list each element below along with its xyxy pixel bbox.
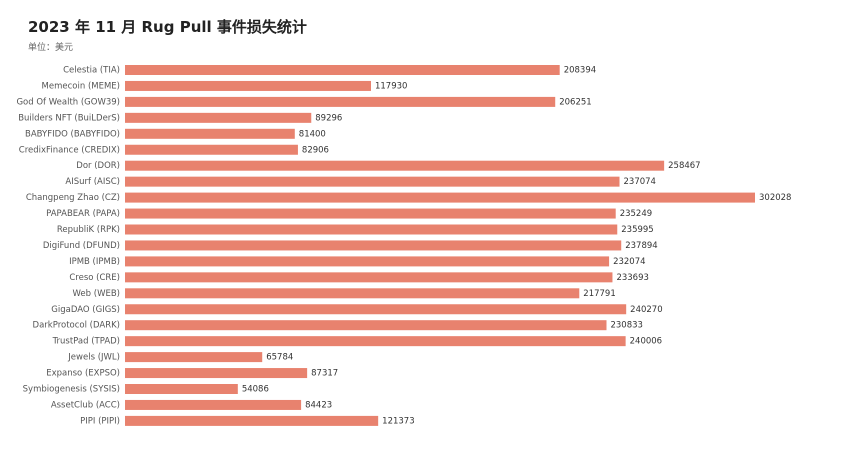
bar: [125, 96, 556, 107]
bar: [125, 208, 616, 219]
value-label: 233693: [616, 273, 648, 283]
bar: [125, 304, 627, 315]
bar: [125, 144, 298, 155]
value-label: 232074: [613, 257, 645, 267]
bar: [125, 352, 263, 363]
bar: [125, 112, 312, 123]
bar: [125, 368, 308, 379]
category-label: AssetClub (ACC): [51, 400, 120, 410]
category-label: BABYFIDO (BABYFIDO): [25, 129, 120, 139]
bar: [125, 399, 302, 410]
value-label: 54086: [242, 385, 269, 395]
bar: [125, 288, 580, 299]
value-label: 121373: [382, 416, 414, 426]
category-label: Web (WEB): [73, 289, 120, 299]
bar: [125, 320, 607, 331]
value-label: 240006: [630, 337, 662, 347]
value-label: 82906: [302, 145, 329, 155]
category-label: Celestia (TIA): [63, 66, 120, 76]
category-label: IPMB (IPMB): [69, 257, 120, 267]
bar: [125, 65, 560, 75]
value-label: 302028: [759, 193, 791, 203]
category-label: GigaDAO (GIGS): [51, 305, 120, 315]
value-label: 217791: [583, 289, 615, 299]
value-label: 240270: [630, 305, 662, 315]
bar: [125, 80, 371, 91]
value-label: 117930: [375, 81, 407, 91]
category-label: Dor (DOR): [76, 161, 120, 171]
value-label: 235995: [621, 225, 653, 235]
value-label: 235249: [620, 209, 652, 219]
value-label: 237074: [624, 177, 656, 187]
value-label: 81400: [299, 129, 326, 139]
value-label: 237894: [625, 241, 657, 251]
bar: [125, 336, 626, 347]
value-label: 208394: [564, 66, 596, 76]
category-label: Changpeng Zhao (CZ): [26, 193, 120, 203]
value-label: 87317: [311, 369, 338, 379]
category-label: Symbiogenesis (SYSIS): [23, 385, 120, 395]
category-label: AISurf (AISC): [65, 177, 120, 187]
bar: [125, 240, 622, 251]
category-label: Creso (CRE): [69, 273, 120, 283]
category-label: Memecoin (MEME): [42, 81, 120, 91]
bar: [125, 176, 620, 187]
chart-title: 2023 年 11 月 Rug Pull 事件损失统计: [28, 18, 307, 36]
category-label: Expanso (EXPSO): [46, 369, 120, 379]
category-label: CredixFinance (CREDIX): [19, 145, 120, 155]
category-label: PAPABEAR (PAPA): [46, 209, 120, 219]
value-label: 206251: [559, 97, 591, 107]
bar: [125, 415, 379, 426]
bar: [125, 256, 610, 267]
value-label: 84423: [305, 400, 332, 410]
category-label: Builders NFT (BuiLDerS): [18, 113, 120, 123]
chart-subtitle: 单位：美元: [28, 43, 74, 53]
bar: [125, 224, 618, 235]
bar: [125, 128, 295, 139]
value-label: 258467: [668, 161, 700, 171]
value-label: 65784: [266, 353, 293, 363]
bar: [125, 192, 755, 203]
bar: [125, 272, 613, 283]
value-label: 89296: [315, 113, 342, 123]
value-label: 230833: [610, 321, 642, 331]
category-label: PIPI (PIPI): [80, 416, 120, 426]
bar: [125, 160, 665, 171]
category-label: God Of Wealth (GOW39): [16, 97, 120, 107]
category-label: Jewels (JWL): [67, 353, 120, 363]
category-label: DarkProtocol (DARK): [33, 321, 120, 331]
bar: [125, 384, 238, 394]
category-label: DigiFund (DFUND): [43, 241, 120, 251]
category-label: TrustPad (TPAD): [52, 337, 120, 347]
category-label: RepubliK (RPK): [57, 225, 120, 235]
